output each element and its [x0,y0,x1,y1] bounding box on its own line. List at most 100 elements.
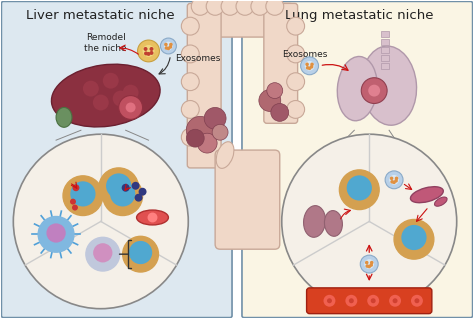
Circle shape [367,265,371,268]
Circle shape [135,194,143,202]
FancyBboxPatch shape [307,288,432,314]
Circle shape [123,85,138,100]
Circle shape [144,47,147,51]
Circle shape [72,204,78,211]
Circle shape [182,73,199,91]
Circle shape [361,78,387,103]
Ellipse shape [137,210,168,225]
Circle shape [394,219,434,259]
Circle shape [63,176,103,216]
FancyBboxPatch shape [192,4,292,37]
Circle shape [93,94,109,110]
Circle shape [310,65,313,69]
FancyBboxPatch shape [242,1,473,318]
Ellipse shape [410,187,443,203]
Circle shape [111,182,135,206]
Circle shape [301,57,319,75]
Ellipse shape [56,108,72,127]
Circle shape [390,180,394,184]
Circle shape [282,134,457,309]
Circle shape [94,244,112,262]
Text: Exosomes: Exosomes [175,54,221,63]
Ellipse shape [52,64,160,127]
Circle shape [118,96,143,119]
Circle shape [103,176,143,216]
Bar [381,31,389,37]
Circle shape [123,236,158,272]
Circle shape [287,100,305,118]
Circle shape [149,51,154,55]
Circle shape [349,298,354,303]
Circle shape [182,100,199,118]
Circle shape [149,47,154,51]
Circle shape [143,45,155,57]
Circle shape [138,188,146,196]
Circle shape [310,63,314,66]
Circle shape [146,52,151,56]
Circle shape [360,255,378,273]
Text: Liver resident
NK cells: Liver resident NK cells [72,228,130,247]
Circle shape [369,263,373,267]
Text: Immunosurveillance: Immunosurveillance [58,270,144,278]
Bar [381,55,389,61]
FancyBboxPatch shape [187,4,221,168]
Circle shape [346,295,357,307]
Ellipse shape [303,206,326,237]
Circle shape [167,47,170,50]
Circle shape [113,91,128,107]
Circle shape [266,0,284,15]
Circle shape [47,224,65,242]
Circle shape [251,0,269,15]
Circle shape [365,259,374,269]
FancyBboxPatch shape [1,1,232,318]
Circle shape [368,85,380,97]
Circle shape [327,298,332,303]
Circle shape [305,61,314,71]
Circle shape [186,129,204,147]
Text: CXCL12: CXCL12 [45,199,77,208]
FancyBboxPatch shape [264,4,298,123]
Circle shape [395,176,398,180]
Circle shape [182,45,199,63]
Circle shape [38,217,74,252]
Circle shape [308,67,311,70]
Circle shape [305,63,309,66]
Circle shape [164,42,173,50]
Text: LPECs: LPECs [164,223,189,232]
Circle shape [191,0,209,15]
Circle shape [126,102,136,112]
Circle shape [394,179,398,182]
Circle shape [129,241,152,263]
Circle shape [99,168,138,208]
Ellipse shape [216,142,234,168]
Circle shape [371,298,376,303]
Text: CAFs
activation: CAFs activation [411,203,453,222]
Circle shape [13,134,188,309]
Circle shape [385,171,403,189]
Circle shape [169,45,172,49]
Bar [381,39,389,45]
Circle shape [339,170,379,210]
Circle shape [365,264,369,268]
Ellipse shape [324,211,342,236]
Circle shape [287,73,305,91]
Text: Secretions: Secretions [127,183,171,192]
Circle shape [86,237,120,271]
Circle shape [402,226,426,249]
Circle shape [186,116,214,144]
Circle shape [267,83,283,99]
Circle shape [122,184,129,192]
Circle shape [370,261,374,264]
Circle shape [161,38,176,54]
Circle shape [323,295,336,307]
Circle shape [389,175,399,185]
Circle shape [182,17,199,35]
Text: Lung metastatic niche: Lung metastatic niche [285,9,434,22]
Circle shape [287,17,305,35]
Circle shape [73,184,80,191]
Circle shape [392,181,396,184]
Circle shape [411,295,423,307]
Circle shape [182,128,199,146]
Circle shape [271,103,289,121]
Ellipse shape [362,46,417,125]
